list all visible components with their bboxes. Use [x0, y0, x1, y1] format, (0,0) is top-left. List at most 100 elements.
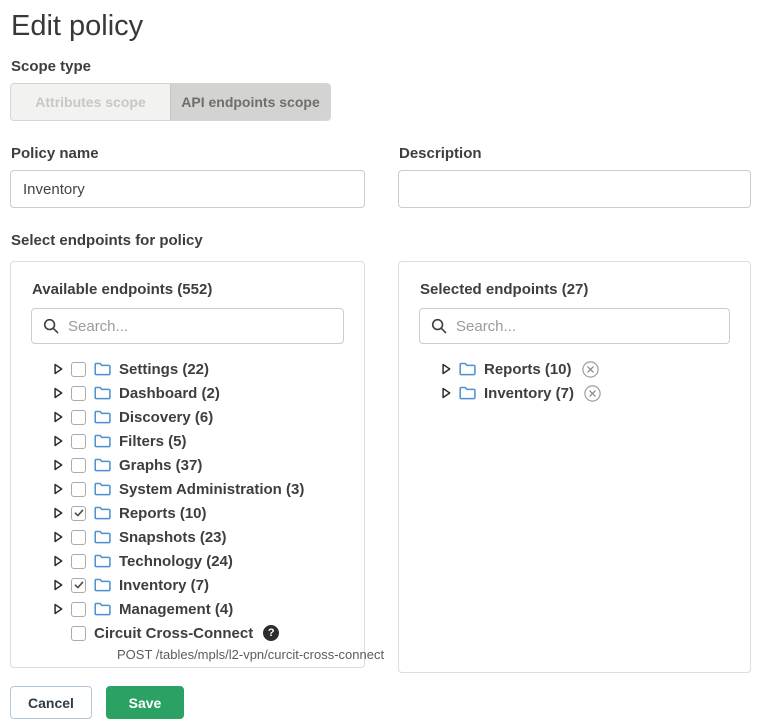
- tree-item: Reports (10): [53, 501, 344, 525]
- policy-name-input[interactable]: [10, 170, 365, 208]
- tree-item-label[interactable]: Snapshots (23): [119, 528, 227, 546]
- api-endpoints-scope-button[interactable]: API endpoints scope: [170, 84, 330, 120]
- folder-icon: [94, 458, 111, 472]
- tree-item-label[interactable]: Management (4): [119, 600, 234, 618]
- folder-icon: [94, 602, 111, 616]
- tree-item-label[interactable]: Graphs (37): [119, 456, 203, 474]
- available-search-box: [31, 308, 344, 344]
- tree-item: Management (4): [53, 597, 344, 621]
- tree-item-label[interactable]: Reports (10): [484, 360, 572, 378]
- folder-icon: [94, 362, 111, 376]
- cancel-button[interactable]: Cancel: [10, 686, 92, 719]
- chevron-right-icon[interactable]: [53, 459, 63, 471]
- checkbox[interactable]: [71, 457, 86, 473]
- checkbox[interactable]: [71, 601, 86, 617]
- tree-item: Discovery (6): [53, 405, 344, 429]
- folder-icon: [94, 410, 111, 424]
- remove-circle-icon[interactable]: [582, 361, 599, 378]
- attributes-scope-button[interactable]: Attributes scope: [11, 84, 170, 120]
- chevron-right-icon[interactable]: [53, 411, 63, 423]
- folder-icon: [94, 530, 111, 544]
- scope-type-label: Scope type: [11, 58, 92, 75]
- tree-item: Inventory (7): [53, 573, 344, 597]
- folder-icon: [94, 434, 111, 448]
- checkbox[interactable]: [71, 385, 86, 401]
- question-mark-icon[interactable]: ?: [263, 625, 280, 641]
- checkbox[interactable]: [71, 361, 86, 377]
- available-search-input[interactable]: [68, 317, 332, 335]
- policy-name-group: Policy name: [10, 145, 365, 208]
- search-icon: [431, 318, 447, 334]
- tree-item: Settings (22): [53, 357, 344, 381]
- tree-item: Graphs (37): [53, 453, 344, 477]
- folder-icon: [459, 386, 476, 400]
- selected-endpoints-tree: Reports (10) Inventory (7): [441, 357, 730, 405]
- tree-item-label[interactable]: Filters (5): [119, 432, 187, 450]
- checkbox[interactable]: [71, 505, 86, 521]
- folder-icon: [94, 554, 111, 568]
- select-endpoints-label: Select endpoints for policy: [11, 232, 203, 249]
- selected-search-box: [419, 308, 730, 344]
- chevron-right-icon[interactable]: [53, 387, 63, 399]
- tree-item-label[interactable]: Technology (24): [119, 552, 233, 570]
- chevron-right-icon[interactable]: [53, 435, 63, 447]
- checkbox[interactable]: [71, 529, 86, 545]
- chevron-right-icon[interactable]: [441, 387, 451, 399]
- page-title: Edit policy: [11, 10, 144, 42]
- folder-icon: [94, 386, 111, 400]
- description-input[interactable]: [398, 170, 751, 208]
- endpoints-panels-row: Available endpoints (552) Settings (22) …: [10, 261, 751, 673]
- chevron-right-icon[interactable]: [53, 579, 63, 591]
- save-button[interactable]: Save: [106, 686, 184, 719]
- checkbox[interactable]: [71, 625, 86, 641]
- chevron-right-icon[interactable]: [53, 531, 63, 543]
- available-endpoints-title: Available endpoints (552): [32, 281, 213, 298]
- chevron-right-icon[interactable]: [53, 603, 63, 615]
- search-icon: [43, 318, 59, 334]
- tree-item-label[interactable]: Discovery (6): [119, 408, 214, 426]
- policy-name-label: Policy name: [11, 145, 99, 162]
- selected-endpoints-panel: Selected endpoints (27) Reports (10) Inv…: [398, 261, 751, 673]
- checkbox[interactable]: [71, 481, 86, 497]
- description-group: Description: [398, 145, 751, 208]
- tree-item-label[interactable]: Dashboard (2): [119, 384, 220, 402]
- chevron-right-icon[interactable]: [53, 507, 63, 519]
- remove-circle-icon[interactable]: [584, 385, 601, 402]
- available-endpoints-panel: Available endpoints (552) Settings (22) …: [10, 261, 385, 668]
- tree-item: Technology (24): [53, 549, 344, 573]
- chevron-right-icon[interactable]: [53, 483, 63, 495]
- endpoint-path-text: POST /tables/mpls/l2-vpn/curcit-cross-co…: [117, 647, 385, 662]
- tree-item: Dashboard (2): [53, 381, 344, 405]
- scope-type-toggle: Attributes scope API endpoints scope: [10, 83, 331, 121]
- selected-search-input[interactable]: [456, 317, 718, 335]
- folder-icon: [459, 362, 476, 376]
- tree-item-label[interactable]: Circuit Cross-Connect: [94, 624, 254, 642]
- tree-item: Reports (10): [441, 357, 730, 381]
- tree-item-label[interactable]: Inventory (7): [119, 576, 210, 594]
- tree-item-label[interactable]: Reports (10): [119, 504, 207, 522]
- selected-endpoints-title: Selected endpoints (27): [420, 281, 589, 298]
- folder-icon: [94, 482, 111, 496]
- name-description-row: Policy name Description: [10, 145, 751, 208]
- chevron-right-icon[interactable]: [53, 363, 63, 375]
- tree-item-label[interactable]: Inventory (7): [484, 384, 575, 402]
- available-endpoints-tree: Settings (22) Dashboard (2) Discovery (6…: [53, 357, 385, 663]
- tree-item-leaf: Circuit Cross-Connect ?: [53, 621, 344, 645]
- checkbox[interactable]: [71, 577, 86, 593]
- checkbox[interactable]: [71, 409, 86, 425]
- tree-item-label[interactable]: System Administration (3): [119, 480, 305, 498]
- folder-icon: [94, 506, 111, 520]
- form-actions: Cancel Save: [10, 686, 751, 719]
- checkbox[interactable]: [71, 553, 86, 569]
- folder-icon: [94, 578, 111, 592]
- checkbox[interactable]: [71, 433, 86, 449]
- tree-item-label[interactable]: Settings (22): [119, 360, 210, 378]
- tree-item: Inventory (7): [441, 381, 730, 405]
- chevron-right-icon[interactable]: [441, 363, 451, 375]
- chevron-right-icon[interactable]: [53, 555, 63, 567]
- tree-item: Filters (5): [53, 429, 344, 453]
- tree-item: System Administration (3): [53, 477, 344, 501]
- description-label: Description: [399, 145, 482, 162]
- tree-item: Snapshots (23): [53, 525, 344, 549]
